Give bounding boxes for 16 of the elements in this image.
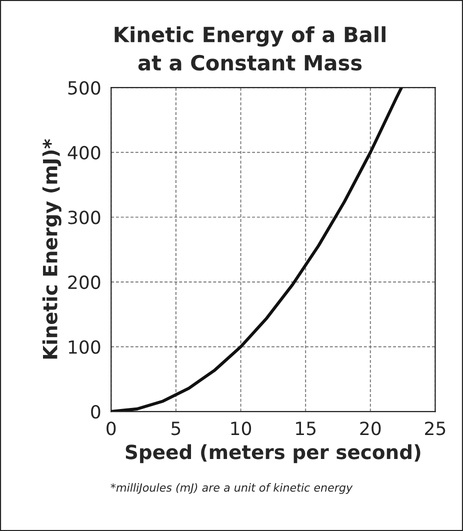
y-tick-label: 100: [68, 340, 100, 354]
y-axis-title: Kinetic Energy (mJ)*: [42, 139, 62, 359]
x-tick-label: 10: [231, 422, 252, 436]
y-tick-label: 300: [68, 210, 100, 224]
y-tick-label: 400: [68, 146, 100, 160]
x-tick-label: 25: [425, 422, 446, 436]
x-tick-label: 20: [360, 422, 381, 436]
text: *milliJoules (mJ) are a unit of kinetic energy: [110, 483, 353, 494]
chart-title: Kinetic Energy of a Ball at a Constant Mass: [114, 26, 386, 71]
y-tick-label: 200: [68, 275, 100, 290]
y-tick-label: 0: [91, 404, 100, 419]
x-tick-label: 5: [172, 422, 180, 436]
y-tick-label: 500: [68, 81, 100, 95]
x-tick-label: 15: [296, 422, 316, 436]
x-tick-label: 0: [106, 422, 116, 436]
x-axis-title: Speed (meters per second): [126, 444, 420, 464]
